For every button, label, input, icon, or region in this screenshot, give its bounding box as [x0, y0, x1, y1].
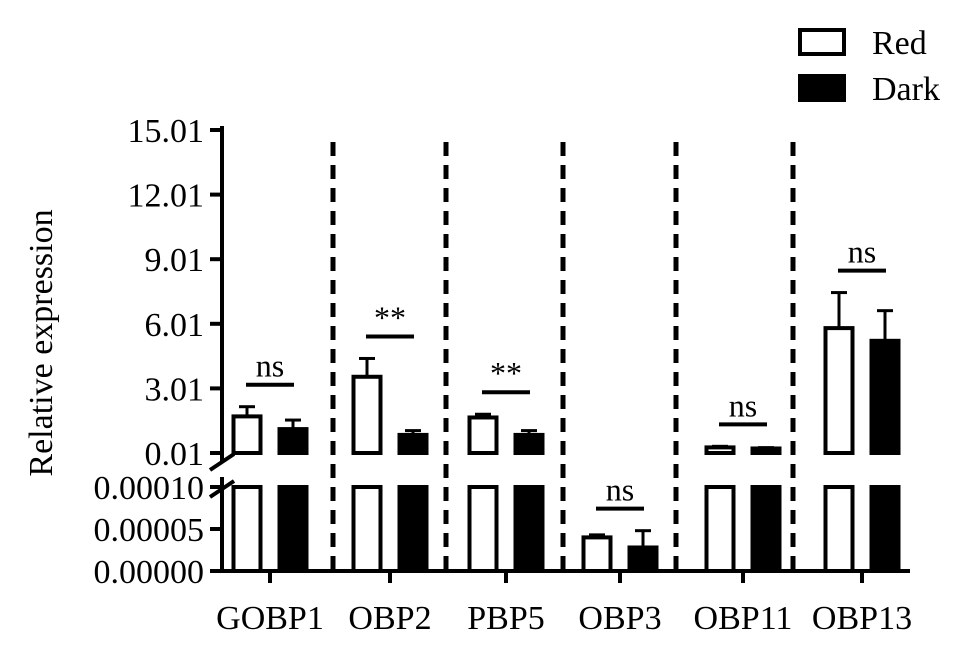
bar-red	[467, 415, 499, 455]
significance-label: **	[490, 355, 522, 391]
legend: Red Dark	[798, 25, 940, 108]
group-dividers	[330, 142, 796, 571]
bar-dark	[397, 432, 429, 455]
x-tick-label: OBP3	[578, 600, 661, 637]
y-tick-label: 12.01	[128, 178, 205, 215]
bar-dark	[277, 427, 309, 455]
bars	[231, 291, 901, 574]
significance-label: ns	[256, 348, 284, 384]
legend-label-red: Red	[872, 25, 927, 62]
bar-red-lower	[351, 485, 383, 573]
x-tick-label: GOBP1	[216, 600, 324, 637]
bar-red	[704, 445, 736, 456]
bar-dark	[869, 338, 901, 456]
y-tick-label: 6.01	[145, 307, 205, 344]
axis-break-mark	[208, 452, 236, 472]
bar-red-lower	[823, 485, 855, 573]
x-tick-label: PBP5	[467, 600, 545, 637]
bar-red-lower	[231, 485, 263, 573]
bar-dark	[627, 545, 659, 573]
bar-dark-lower	[397, 485, 429, 573]
bar-dark-lower	[277, 485, 309, 573]
x-tick-label: OBP2	[348, 600, 431, 637]
significance-label: ns	[606, 472, 634, 508]
bar-dark-lower	[869, 485, 901, 573]
bar-dark	[750, 446, 782, 455]
y-tick-label: 0.00010	[94, 470, 205, 507]
bar-dark-lower	[513, 485, 545, 573]
bar-dark	[513, 432, 545, 455]
y-tick-label: 0.00000	[94, 554, 205, 591]
x-tick-label: OBP11	[694, 600, 793, 637]
bar-red	[351, 374, 383, 455]
legend-swatch-red	[798, 28, 846, 56]
significance-annotations: ns ** ** ns ns ns	[246, 234, 886, 511]
significance-label: ns	[729, 387, 757, 423]
significance-label: **	[374, 299, 406, 335]
bar-red	[823, 326, 855, 455]
x-tick-label: OBP13	[812, 600, 912, 637]
y-axis-label: Relative expression	[23, 209, 60, 476]
bar-red-lower	[467, 485, 499, 573]
bar-dark-lower	[750, 485, 782, 573]
axes: 0.01 3.01 6.01 9.01 12.01 15.01 0.00000 0.00005…	[94, 113, 913, 637]
y-tick-label: 15.01	[128, 113, 205, 150]
bar-red	[581, 535, 613, 574]
bar-red	[231, 414, 263, 456]
y-tick-label: 0.00005	[94, 512, 205, 549]
significance-label: ns	[848, 234, 876, 270]
legend-label-dark: Dark	[872, 71, 940, 108]
y-tick-label: 9.01	[145, 242, 205, 279]
y-tick-label: 3.01	[145, 371, 205, 408]
bar-red-lower	[704, 485, 736, 573]
y-tick-label: 0.01	[145, 436, 205, 473]
legend-swatch-dark	[798, 74, 846, 102]
